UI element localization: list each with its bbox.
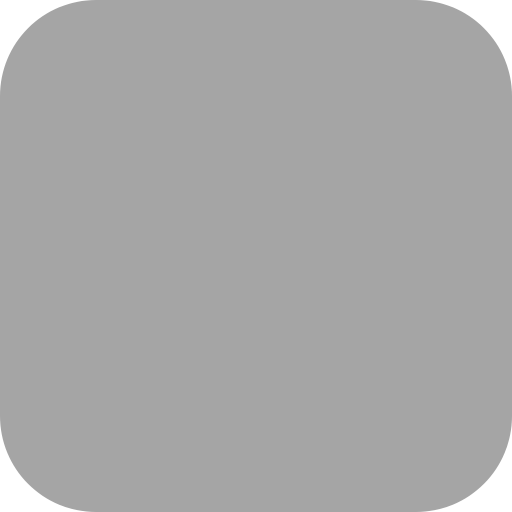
blank-app-icon-tile[interactable] (0, 0, 512, 512)
